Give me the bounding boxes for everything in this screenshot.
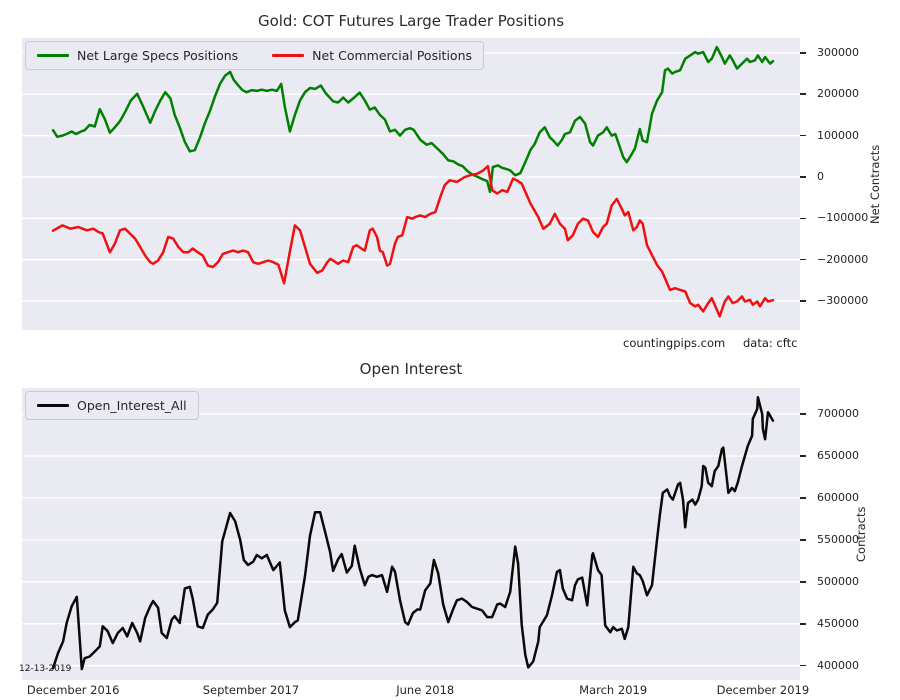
- x-tick-label: September 2017: [202, 683, 300, 697]
- legend-line-swatch: [272, 54, 305, 57]
- y-tick-mark: [800, 581, 806, 583]
- legend-item: Net Commercial Positions: [272, 48, 472, 63]
- y-tick-label: 450000: [817, 616, 859, 630]
- y-tick-mark: [800, 52, 806, 54]
- y-tick-label: 200000: [817, 87, 859, 101]
- y-tick-label: 0: [817, 169, 824, 183]
- oi-line-canvas: [22, 395, 800, 671]
- top-legend: Net Large Specs Positions Net Commercial …: [25, 41, 485, 70]
- series-line-net-commercial-positions: [51, 164, 775, 318]
- y-tick-label: −200000: [817, 252, 869, 266]
- y-tick-label: 400000: [817, 658, 859, 672]
- bottom-plot-area: Open_Interest_All 12-13-2019: [19, 388, 800, 680]
- legend-label: Net Commercial Positions: [312, 48, 473, 63]
- y-tick-label: 700000: [817, 407, 859, 420]
- y-tick-mark: [800, 623, 806, 625]
- y-tick-mark: [800, 539, 806, 541]
- legend-item: Net Large Specs Positions: [37, 48, 238, 63]
- legend-line-swatch: [37, 404, 69, 407]
- top-chart-title: Gold: COT Futures Large Trader Positions: [257, 12, 565, 30]
- y-tick-mark: [800, 664, 806, 667]
- y-tick-mark: [800, 134, 806, 137]
- cot-lines-canvas: [22, 45, 800, 318]
- watermark-text: countingpips.com: [623, 336, 726, 350]
- y-tick-mark: [800, 413, 806, 415]
- y-tick-mark: [800, 217, 806, 220]
- top-plot-area: Net Large Specs Positions Net Commercial …: [22, 38, 800, 330]
- y-tick-mark: [800, 176, 806, 178]
- x-tick-label: June 2018: [396, 683, 455, 697]
- y-tick-mark: [800, 300, 806, 302]
- series-line-net-large-specs-positions: [51, 45, 775, 194]
- y-tick-label: 650000: [817, 448, 859, 462]
- x-tick-label: March 2019: [579, 683, 648, 697]
- y-tick-label: 100000: [817, 128, 859, 142]
- report-date-label: 12-13-2019: [19, 664, 72, 674]
- data-source-text: data: cftc: [743, 336, 798, 350]
- y-tick-label: −300000: [817, 294, 869, 308]
- series-line-open-interest-all: [51, 395, 775, 671]
- x-tick-label: December 2016: [26, 683, 120, 697]
- x-tick-label: December 2019: [716, 683, 810, 697]
- y-tick-mark: [800, 93, 806, 95]
- bottom-legend: Open_Interest_All: [25, 391, 199, 420]
- y-tick-label: 500000: [817, 574, 859, 588]
- legend-line-swatch: [37, 54, 69, 57]
- y-tick-label: 300000: [817, 45, 859, 59]
- legend-label: Open_Interest_All: [77, 398, 187, 413]
- legend-item: Open_Interest_All: [37, 398, 187, 413]
- y-tick-mark: [800, 497, 806, 499]
- top-y-axis-label: Net Contracts: [868, 144, 882, 224]
- y-tick-mark: [800, 258, 806, 261]
- legend-label: Net Large Specs Positions: [77, 48, 239, 63]
- y-tick-label: −100000: [817, 211, 869, 225]
- y-tick-label: 600000: [817, 490, 859, 504]
- y-tick-label: 550000: [817, 532, 859, 546]
- bottom-chart-title: Open Interest: [359, 360, 463, 378]
- y-tick-mark: [800, 455, 806, 457]
